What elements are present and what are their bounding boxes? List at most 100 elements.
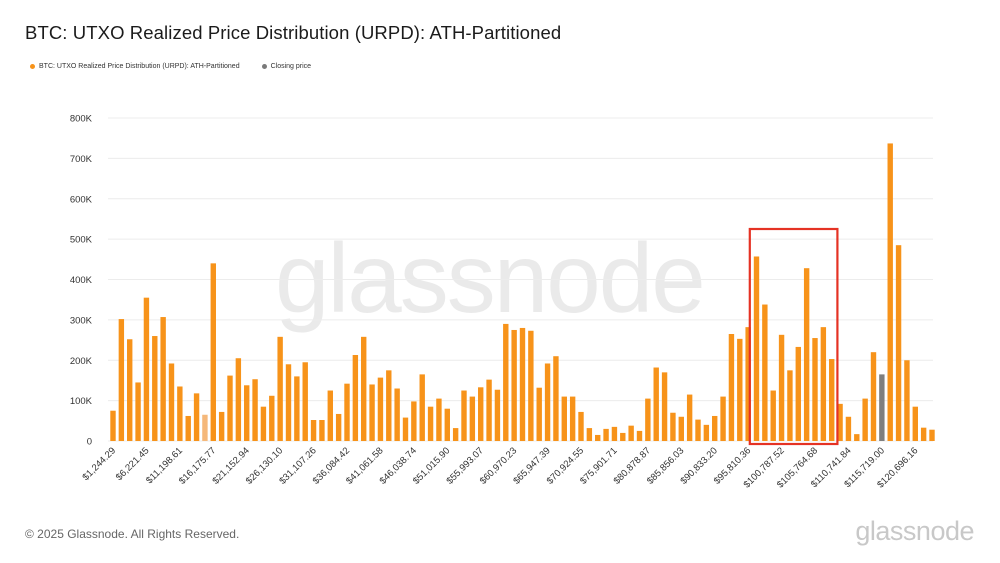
bar[interactable] [269, 395, 275, 441]
legend-item-closing-price[interactable]: Closing price [261, 63, 311, 70]
bar[interactable] [645, 398, 651, 441]
bar[interactable] [461, 390, 467, 441]
bar[interactable] [686, 394, 693, 441]
bar[interactable] [753, 256, 760, 441]
bar[interactable] [444, 408, 450, 441]
bar[interactable] [285, 364, 292, 441]
bar[interactable] [703, 424, 710, 441]
bar[interactable] [820, 327, 827, 441]
bar[interactable] [795, 346, 801, 441]
bar[interactable] [244, 385, 250, 441]
bar[interactable] [218, 411, 225, 441]
bar[interactable] [227, 375, 233, 441]
bar[interactable] [118, 319, 125, 441]
bar[interactable] [544, 363, 551, 441]
bar[interactable] [260, 406, 267, 441]
bar[interactable] [294, 376, 300, 441]
bar[interactable] [478, 387, 484, 441]
bar[interactable] [695, 419, 701, 441]
bar[interactable] [486, 379, 492, 441]
bar[interactable] [845, 416, 852, 441]
bar[interactable] [302, 362, 308, 441]
bar[interactable] [386, 370, 392, 441]
bar[interactable] [528, 330, 534, 441]
bar[interactable] [127, 339, 133, 441]
bar[interactable] [436, 398, 442, 441]
bar[interactable] [620, 432, 626, 441]
bar[interactable] [394, 388, 400, 441]
bar[interactable] [670, 412, 676, 441]
bar[interactable] [603, 428, 609, 441]
bar[interactable] [511, 329, 517, 441]
bar[interactable] [904, 360, 910, 441]
bar[interactable] [193, 393, 200, 441]
bar[interactable] [235, 358, 242, 441]
bar[interactable] [352, 355, 359, 441]
bar[interactable] [427, 406, 434, 441]
bar[interactable] [812, 338, 818, 441]
bar[interactable] [519, 327, 526, 441]
bar[interactable] [377, 377, 384, 441]
bar[interactable] [135, 382, 141, 441]
bar[interactable] [561, 396, 567, 441]
bar[interactable] [202, 414, 208, 441]
legend-item-urpd[interactable]: BTC: UTXO Realized Price Distribution (U… [30, 63, 240, 70]
bar[interactable] [586, 428, 593, 441]
bar[interactable] [895, 245, 902, 441]
bar[interactable] [678, 416, 684, 441]
bar[interactable] [411, 401, 417, 441]
bar[interactable] [712, 415, 718, 441]
bar[interactable] [327, 390, 333, 441]
bar[interactable] [110, 410, 116, 441]
bar[interactable] [737, 338, 743, 441]
bar[interactable] [553, 356, 559, 441]
bar[interactable] [870, 352, 877, 441]
bar[interactable] [837, 403, 843, 441]
bar[interactable] [787, 370, 793, 441]
bar[interactable] [402, 417, 409, 441]
bar[interactable] [728, 334, 735, 441]
bar[interactable] [862, 398, 868, 441]
bar[interactable] [762, 304, 768, 441]
bar[interactable] [503, 323, 509, 441]
bar[interactable] [210, 263, 216, 441]
bar[interactable] [611, 426, 618, 441]
bar[interactable] [578, 411, 584, 441]
bar[interactable] [344, 383, 350, 441]
bar[interactable] [829, 359, 835, 441]
bar[interactable] [319, 420, 325, 441]
bar[interactable] [277, 336, 283, 441]
bar[interactable] [361, 336, 367, 441]
bar[interactable] [653, 367, 659, 441]
bar[interactable] [887, 143, 893, 441]
bar[interactable] [185, 415, 191, 441]
bar[interactable] [177, 386, 183, 441]
bar[interactable] [536, 387, 542, 441]
bar[interactable] [469, 396, 476, 441]
bar[interactable] [920, 427, 927, 441]
bar[interactable] [252, 379, 258, 441]
bar[interactable] [452, 428, 459, 441]
bar[interactable] [636, 430, 643, 441]
bar[interactable] [369, 384, 375, 441]
bar[interactable] [310, 420, 317, 441]
bar[interactable] [912, 406, 918, 441]
bar[interactable] [628, 425, 634, 441]
bar[interactable] [803, 268, 810, 441]
bar[interactable] [143, 297, 150, 441]
bar[interactable] [661, 372, 668, 441]
bar[interactable] [720, 396, 726, 441]
bar[interactable] [929, 429, 935, 441]
bar[interactable] [168, 363, 175, 441]
bar[interactable] [569, 396, 576, 441]
bar[interactable] [854, 434, 860, 441]
bar[interactable] [879, 374, 885, 441]
bar[interactable] [152, 336, 158, 441]
bar[interactable] [160, 317, 166, 441]
bar[interactable] [770, 390, 776, 441]
bar[interactable] [419, 374, 425, 441]
bar[interactable] [745, 327, 751, 441]
bar[interactable] [494, 389, 501, 441]
bar[interactable] [335, 413, 342, 441]
bar[interactable] [778, 334, 785, 441]
